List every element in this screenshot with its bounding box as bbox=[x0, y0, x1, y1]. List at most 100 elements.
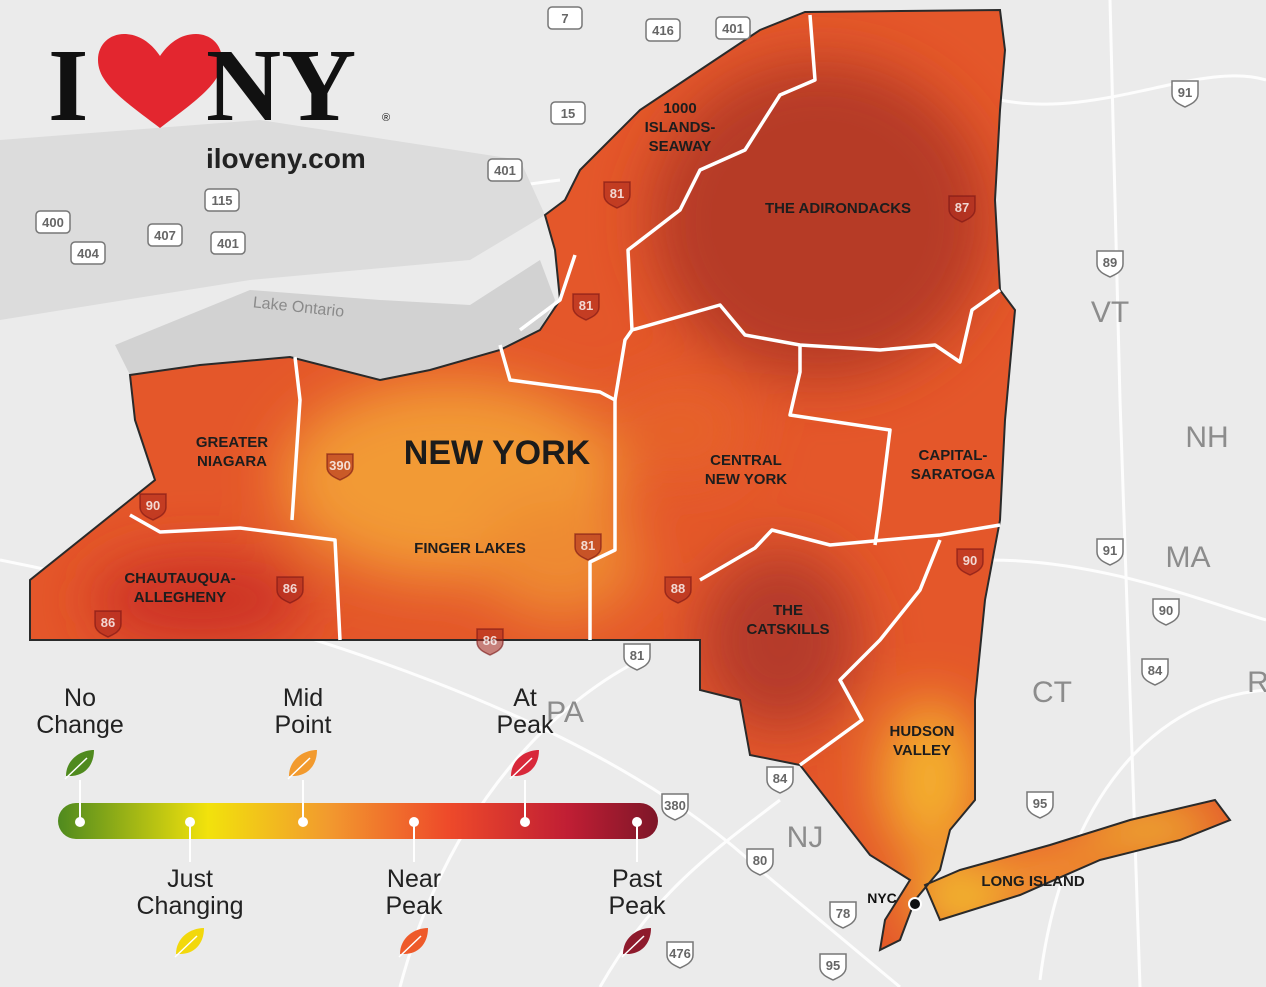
shield-body bbox=[210, 231, 246, 255]
highway-shield: 7 bbox=[547, 6, 583, 30]
shield-body bbox=[829, 901, 857, 929]
shield-body bbox=[603, 181, 631, 209]
region-label-line: CAPITAL- bbox=[919, 447, 988, 464]
shield-body bbox=[1096, 538, 1124, 566]
shield-number: 380 bbox=[664, 798, 686, 813]
shield-number: 84 bbox=[773, 771, 788, 786]
shield-body bbox=[147, 223, 183, 247]
highway-shield: 407 bbox=[147, 223, 183, 247]
highway-shield: 390 bbox=[326, 453, 354, 481]
shield-body bbox=[1152, 598, 1180, 626]
shield-body bbox=[94, 610, 122, 638]
leaf-vein bbox=[621, 935, 645, 958]
neighbor-labels: VT NH MA CT R PA NJ bbox=[546, 296, 1266, 854]
shield-number: 81 bbox=[610, 186, 624, 201]
highway-shield: 404 bbox=[70, 241, 106, 265]
shield-body bbox=[139, 493, 167, 521]
logo: I NY ® iloveny.com bbox=[48, 28, 390, 174]
shield-number: 88 bbox=[671, 581, 685, 596]
highway-shield: 86 bbox=[276, 576, 304, 604]
shield-number: 78 bbox=[836, 906, 850, 921]
shield-body bbox=[666, 941, 694, 969]
region-label-line: CHAUTAUQUA- bbox=[124, 570, 235, 587]
shield-number: 404 bbox=[77, 246, 99, 261]
region-label: FINGER LAKES bbox=[414, 540, 526, 557]
legend-label-line: Changing bbox=[136, 892, 243, 920]
shield-body bbox=[1096, 250, 1124, 278]
legend-dot bbox=[75, 817, 85, 827]
legend-label-line: Peak bbox=[497, 711, 554, 739]
legend-label: Mid Point bbox=[275, 684, 332, 739]
highway-shield: 115 bbox=[204, 188, 240, 212]
region-label: CAPITAL- SARATOGA bbox=[911, 447, 996, 483]
highway-shield: 401 bbox=[715, 16, 751, 40]
legend-bar bbox=[58, 803, 658, 839]
shield-number: 89 bbox=[1103, 255, 1117, 270]
highway-shield: 81 bbox=[623, 643, 651, 671]
shield-body bbox=[819, 953, 847, 981]
legend-label-line: Peak bbox=[386, 892, 443, 920]
shield-body bbox=[715, 16, 751, 40]
highway-shield: 15 bbox=[550, 101, 586, 125]
highway-shield: 91 bbox=[1171, 80, 1199, 108]
region-label-line: VALLEY bbox=[893, 742, 951, 759]
leaf-vein bbox=[174, 935, 198, 958]
shield-number: 400 bbox=[42, 215, 64, 230]
shield-number: 15 bbox=[561, 106, 575, 121]
highway-shield: 400 bbox=[35, 210, 71, 234]
highway-shield: 86 bbox=[476, 628, 504, 656]
legend-label-line: Point bbox=[275, 711, 332, 739]
region-label-line: NIAGARA bbox=[197, 453, 267, 470]
legend-label-line: At bbox=[513, 684, 537, 712]
leaf-shape bbox=[176, 928, 204, 954]
shield-number: 115 bbox=[212, 193, 233, 208]
state-outline bbox=[29, 8, 1232, 952]
neighbor-label: NH bbox=[1185, 421, 1228, 454]
legend-leaf bbox=[287, 750, 317, 780]
shield-body bbox=[487, 158, 523, 182]
region-label-line: SARATOGA bbox=[911, 466, 996, 483]
legend-dot bbox=[632, 817, 642, 827]
region-label-line: THE ADIRONDACKS bbox=[765, 200, 911, 217]
highway-shield: 401 bbox=[487, 158, 523, 182]
legend-dot bbox=[409, 817, 419, 827]
highway-shield: 401 bbox=[210, 231, 246, 255]
region-label-line: CATSKILLS bbox=[746, 621, 829, 638]
highway-shield: 86 bbox=[94, 610, 122, 638]
neighbor-label: MA bbox=[1166, 541, 1211, 574]
neighbor-label: VT bbox=[1091, 296, 1129, 329]
leaf-vein bbox=[287, 757, 311, 780]
legend-label-line: Peak bbox=[609, 892, 666, 920]
highway-shield: 91 bbox=[1096, 538, 1124, 566]
shield-number: 81 bbox=[581, 538, 595, 553]
highway-shield: 87 bbox=[948, 195, 976, 223]
region-label: GREATER NIAGARA bbox=[196, 434, 268, 470]
legend-leaf bbox=[398, 928, 428, 958]
shield-number: 401 bbox=[722, 21, 744, 36]
legend-label-line: Mid bbox=[283, 684, 323, 712]
shield-body bbox=[326, 453, 354, 481]
shield-number: 476 bbox=[669, 946, 691, 961]
region-label-line: GREATER bbox=[196, 434, 268, 451]
highway-shield: 84 bbox=[1141, 658, 1169, 686]
shield-number: 407 bbox=[154, 228, 176, 243]
region-borders bbox=[129, 14, 1002, 767]
leaf-vein bbox=[64, 757, 88, 780]
shield-number: 7 bbox=[561, 11, 568, 26]
shield-body bbox=[70, 241, 106, 265]
legend-label-line: Past bbox=[612, 865, 662, 893]
highway-shield: 380 bbox=[661, 793, 689, 821]
shield-number: 84 bbox=[1148, 663, 1163, 678]
legend-label: Just Changing bbox=[136, 865, 243, 920]
legend-dot bbox=[520, 817, 530, 827]
highway-shield: 95 bbox=[819, 953, 847, 981]
legend-leaf bbox=[621, 928, 651, 958]
region-label-line: ISLANDS- bbox=[645, 119, 716, 136]
legend-label: Near Peak bbox=[386, 865, 443, 920]
shield-body bbox=[1026, 791, 1054, 819]
logo-i: I bbox=[48, 28, 88, 143]
legend-label: At Peak bbox=[497, 684, 554, 739]
shield-body bbox=[664, 576, 692, 604]
shield-number: 95 bbox=[826, 958, 840, 973]
